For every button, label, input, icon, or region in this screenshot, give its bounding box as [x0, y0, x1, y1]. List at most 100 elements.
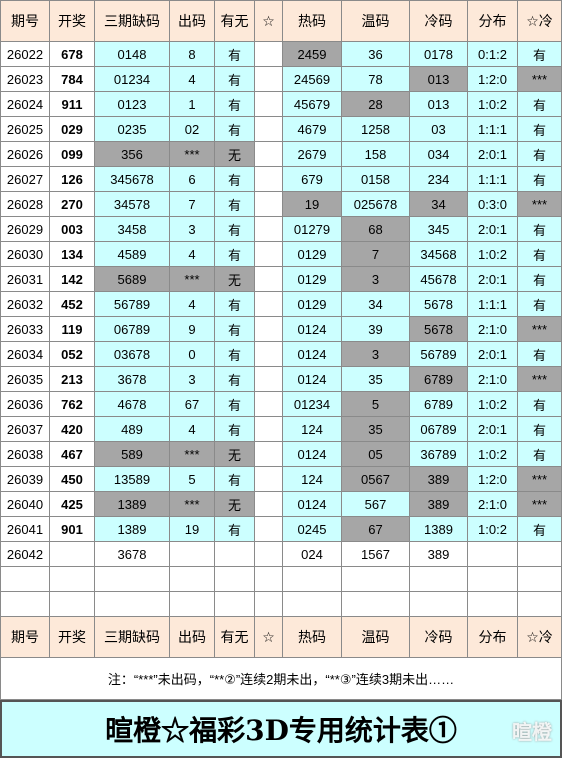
header-cell: 三期缺码	[95, 0, 170, 42]
table-cell: 345678	[95, 167, 170, 192]
empty-cell	[170, 592, 215, 617]
table-cell: 19	[170, 517, 215, 542]
table-cell	[255, 542, 283, 567]
table-cell: 56789	[95, 292, 170, 317]
table-cell: 26026	[0, 142, 50, 167]
table-cell	[255, 417, 283, 442]
table-cell	[50, 542, 95, 567]
table-cell: 无	[215, 267, 255, 292]
table-cell: 有	[215, 242, 255, 267]
table-cell: 有	[518, 217, 562, 242]
table-cell: 013	[410, 67, 468, 92]
table-cell: 4678	[95, 392, 170, 417]
table-cell: 0124	[283, 442, 342, 467]
table-cell: 4589	[95, 242, 170, 267]
table-cell: 2:0:1	[468, 342, 518, 367]
table-cell: 有	[215, 342, 255, 367]
table-cell	[255, 342, 283, 367]
table-cell	[255, 192, 283, 217]
table-cell: 有	[518, 442, 562, 467]
table-cell: 39	[342, 317, 410, 342]
empty-cell	[410, 592, 468, 617]
table-cell: 425	[50, 492, 95, 517]
table-cell: 35	[342, 367, 410, 392]
note: 注：“***”未出码，“**②”连续2期未出，“**③”连续3期未出……	[0, 658, 562, 700]
table-cell: 有	[215, 167, 255, 192]
table-cell: 2:1:0	[468, 367, 518, 392]
table-cell: 有	[215, 192, 255, 217]
table-cell: 3678	[95, 367, 170, 392]
table-cell: 356	[95, 142, 170, 167]
table-cell: 0158	[342, 167, 410, 192]
table-cell: ***	[518, 192, 562, 217]
footer-header-cell: ☆	[255, 617, 283, 658]
table-cell: 26023	[0, 67, 50, 92]
table-cell	[255, 217, 283, 242]
title-bar: 暄橙☆福彩3D专用统计表①	[0, 700, 562, 758]
table-cell: 911	[50, 92, 95, 117]
table-cell: 052	[50, 342, 95, 367]
table-cell: 有	[518, 417, 562, 442]
footer-header-cell: 出码	[170, 617, 215, 658]
table-cell: 3678	[95, 542, 170, 567]
empty-cell	[410, 567, 468, 592]
footer-header-cell: 分布	[468, 617, 518, 658]
table-cell: 67	[342, 517, 410, 542]
table-cell: 1:2:0	[468, 67, 518, 92]
table-cell: 213	[50, 367, 95, 392]
empty-cell	[215, 592, 255, 617]
table-cell: 有	[215, 67, 255, 92]
table-cell	[215, 542, 255, 567]
table-cell	[255, 292, 283, 317]
table-cell: 0:3:0	[468, 192, 518, 217]
table-cell: 01279	[283, 217, 342, 242]
table-cell: 1:0:2	[468, 392, 518, 417]
empty-cell	[342, 567, 410, 592]
table-cell: 34568	[410, 242, 468, 267]
table-cell: 有	[215, 467, 255, 492]
table-cell: 489	[95, 417, 170, 442]
table-cell: 19	[283, 192, 342, 217]
table-cell: 3	[170, 367, 215, 392]
table-cell: 003	[50, 217, 95, 242]
empty-cell	[50, 592, 95, 617]
table-cell: 0	[170, 342, 215, 367]
table-cell: 26042	[0, 542, 50, 567]
table-cell: 7	[170, 192, 215, 217]
table-cell: 34	[342, 292, 410, 317]
table-cell: 05	[342, 442, 410, 467]
table-cell: 1:0:2	[468, 92, 518, 117]
table-cell: 4	[170, 242, 215, 267]
table-cell: 3	[170, 217, 215, 242]
table-cell: 68	[342, 217, 410, 242]
table-cell: 34	[410, 192, 468, 217]
table-cell: 1:1:1	[468, 292, 518, 317]
table-cell: 0129	[283, 292, 342, 317]
table-cell: 1389	[410, 517, 468, 542]
table-cell: 124	[283, 467, 342, 492]
table-cell: ***	[170, 142, 215, 167]
footer-header-cell: 冷码	[410, 617, 468, 658]
table-cell: 2:0:1	[468, 217, 518, 242]
header-cell: 期号	[0, 0, 50, 42]
table-cell: 03	[410, 117, 468, 142]
table-cell: 26031	[0, 267, 50, 292]
table-cell: 45678	[410, 267, 468, 292]
empty-cell	[50, 567, 95, 592]
table-cell: 78	[342, 67, 410, 92]
watermark: 暄橙	[512, 722, 552, 744]
header-cell: 分布	[468, 0, 518, 42]
table-cell: 2:1:0	[468, 492, 518, 517]
table-cell: 4679	[283, 117, 342, 142]
table-cell: 有	[518, 142, 562, 167]
empty-cell	[468, 567, 518, 592]
table-cell: 467	[50, 442, 95, 467]
table-cell: 有	[518, 267, 562, 292]
table-cell: 0148	[95, 42, 170, 67]
empty-cell	[95, 567, 170, 592]
footer-header-cell: ☆冷	[518, 617, 562, 658]
table-cell	[255, 392, 283, 417]
empty-cell	[342, 592, 410, 617]
table-cell: 0245	[283, 517, 342, 542]
table-cell: 234	[410, 167, 468, 192]
